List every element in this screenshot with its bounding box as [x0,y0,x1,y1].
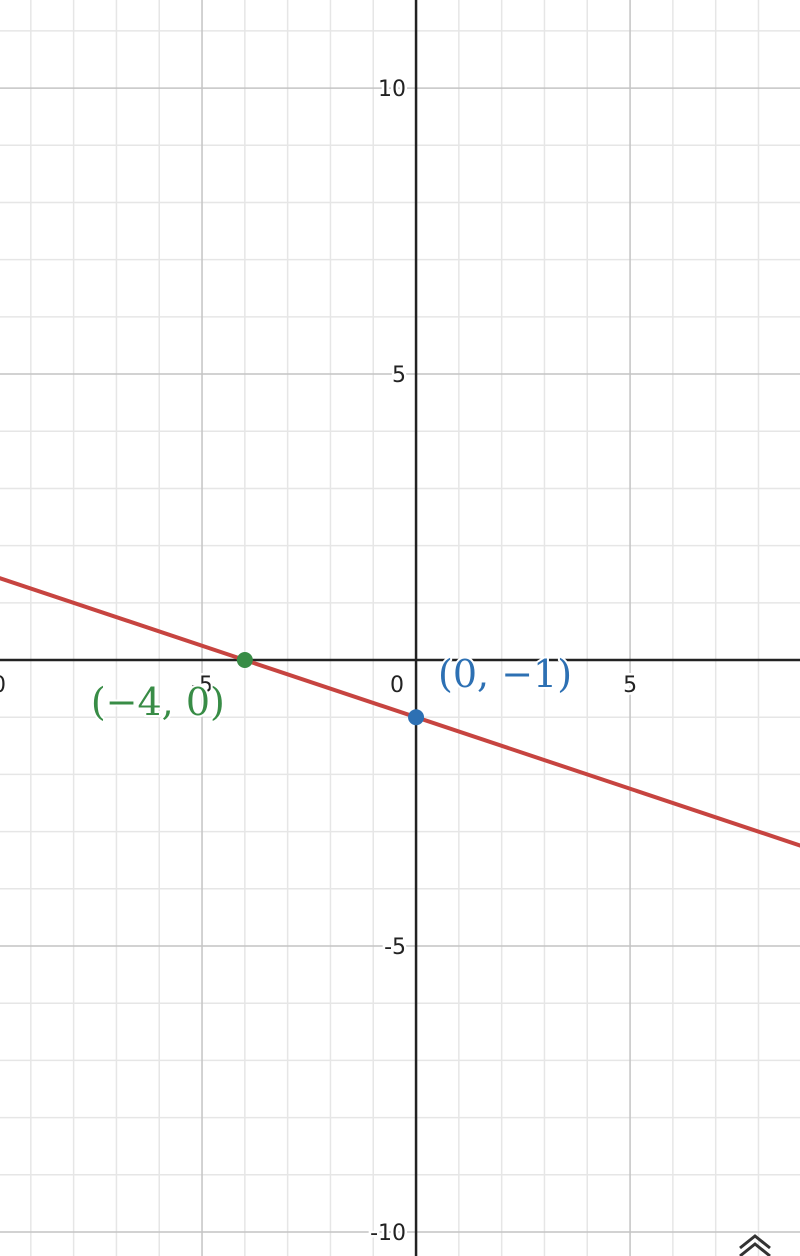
x-tick-label: 5 [623,673,637,698]
labels: -10 -5 0 5 -10 -5 5 10 (−4, 0) (0, −1) [0,75,640,1249]
x-tick-label: -10 [0,673,6,698]
y-tick-label: -5 [384,935,406,960]
y-tick-label: 5 [392,363,406,388]
y-tick-label: -10 [370,1221,406,1246]
line [0,576,800,848]
plot [0,576,800,848]
point [236,652,253,669]
collapse-icon[interactable] [739,1234,771,1256]
point [408,709,425,726]
point-label: (0, −1) [438,652,572,696]
x-tick-label: 0 [390,673,404,698]
chevron [739,1242,771,1256]
x-tick-label: -5 [191,673,213,698]
y-tick-label: 10 [378,77,406,102]
chevron [739,1234,771,1250]
point-label: (−4, 0) [91,680,225,724]
